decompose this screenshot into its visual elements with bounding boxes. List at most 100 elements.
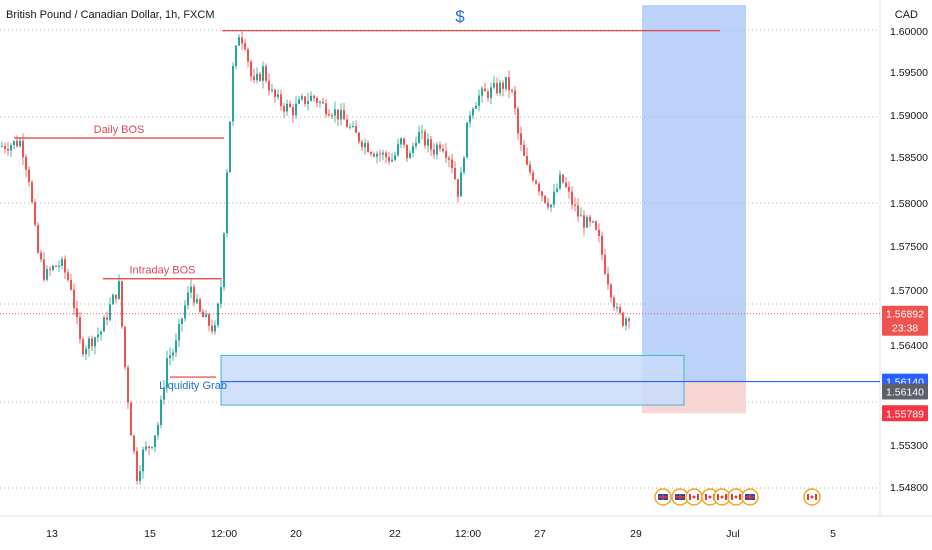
candle-body bbox=[37, 224, 39, 253]
price-badge-label: 1.55789 bbox=[886, 408, 924, 420]
candle-body bbox=[403, 138, 405, 145]
candle-body bbox=[58, 265, 60, 267]
candle-body bbox=[193, 286, 195, 303]
candle-body bbox=[235, 45, 237, 66]
candle-body bbox=[625, 318, 627, 326]
candle-body bbox=[232, 65, 234, 122]
candle-body bbox=[619, 307, 621, 313]
candle-body bbox=[145, 446, 147, 450]
candle-body bbox=[136, 451, 138, 482]
candle-body bbox=[484, 88, 486, 92]
candle-body bbox=[19, 140, 21, 147]
y-tick-label: 1.56400 bbox=[890, 340, 928, 352]
candle-body bbox=[328, 114, 330, 116]
candle-body bbox=[121, 281, 123, 327]
candle-body bbox=[76, 308, 78, 318]
x-tick-label: 12:00 bbox=[211, 528, 237, 540]
candle-body bbox=[361, 141, 363, 148]
candle-body bbox=[550, 204, 552, 208]
candle-body bbox=[223, 233, 225, 288]
candle-body bbox=[586, 216, 588, 228]
candle-body bbox=[4, 146, 6, 149]
candle-body bbox=[334, 109, 336, 116]
ca-flag-bar bbox=[731, 494, 733, 500]
candle-body bbox=[490, 87, 492, 98]
y-tick-label: 1.60000 bbox=[890, 26, 928, 38]
candle-body bbox=[160, 399, 162, 425]
candle-body bbox=[196, 299, 198, 303]
candle-body bbox=[424, 131, 426, 146]
candle-body bbox=[103, 317, 105, 332]
candle-body bbox=[628, 318, 630, 322]
candle-body bbox=[442, 148, 444, 152]
candle-body bbox=[610, 284, 612, 298]
candle-body bbox=[439, 144, 441, 149]
candle-body bbox=[94, 337, 96, 347]
candle-body bbox=[325, 103, 327, 115]
candle-body bbox=[298, 99, 300, 104]
candle-body bbox=[163, 387, 165, 400]
candle-body bbox=[505, 77, 507, 89]
candle-body bbox=[418, 131, 420, 143]
candle-body bbox=[526, 155, 528, 165]
candle-body bbox=[109, 304, 111, 320]
candle-body bbox=[349, 126, 351, 128]
candle-body bbox=[151, 447, 153, 449]
candle-body bbox=[331, 115, 333, 117]
candle-body bbox=[133, 435, 135, 452]
candle-body bbox=[460, 172, 462, 197]
candle-body bbox=[289, 103, 291, 108]
candle-body bbox=[382, 152, 384, 155]
candle-body bbox=[259, 73, 261, 81]
candle-body bbox=[556, 188, 558, 192]
ca-flag-leaf bbox=[810, 495, 814, 499]
level-label: Liquidity Grab bbox=[159, 380, 227, 392]
candle-body bbox=[52, 265, 54, 270]
candle-body bbox=[157, 424, 159, 436]
candle-body bbox=[511, 90, 513, 92]
candle-body bbox=[580, 215, 582, 217]
candle-body bbox=[148, 446, 150, 449]
candle-body bbox=[322, 101, 324, 104]
demand-zone bbox=[220, 354, 685, 406]
y-tick-label: 1.57000 bbox=[890, 285, 928, 297]
y-tick-label: 1.59500 bbox=[890, 67, 928, 79]
candle-body bbox=[40, 252, 42, 260]
candle-body bbox=[304, 96, 306, 104]
candle-body bbox=[352, 126, 354, 128]
candle-body bbox=[16, 140, 18, 147]
ca-flag-leaf bbox=[734, 495, 738, 499]
candle-body bbox=[79, 317, 81, 340]
candle-body bbox=[217, 303, 219, 326]
x-tick-label: 27 bbox=[534, 528, 546, 540]
candle-body bbox=[178, 323, 180, 341]
y-tick-label: 1.57500 bbox=[890, 241, 928, 253]
candle-body bbox=[262, 66, 264, 81]
candle-body bbox=[70, 279, 72, 290]
ca-flag-leaf bbox=[708, 495, 712, 499]
candle-body bbox=[292, 107, 294, 116]
ca-flag-bar bbox=[717, 494, 719, 500]
candle-body bbox=[445, 151, 447, 158]
price-badge bbox=[882, 305, 928, 336]
candle-body bbox=[565, 182, 567, 188]
candle-body bbox=[184, 305, 186, 319]
candle-body bbox=[472, 108, 474, 116]
candle-body bbox=[115, 294, 117, 299]
candle-body bbox=[613, 297, 615, 308]
candle-body bbox=[547, 202, 549, 208]
candle-body bbox=[139, 471, 141, 482]
candle-body bbox=[28, 169, 30, 183]
candle-body bbox=[589, 216, 591, 222]
candle-body bbox=[277, 94, 279, 98]
candle-body bbox=[268, 80, 270, 91]
y-tick-label: 1.55300 bbox=[890, 440, 928, 452]
candle-body bbox=[55, 265, 57, 267]
candle-body bbox=[574, 204, 576, 206]
candle-body bbox=[97, 334, 99, 338]
candle-body bbox=[13, 140, 15, 146]
candle-body bbox=[373, 153, 375, 157]
candle-body bbox=[376, 153, 378, 157]
y-tick-label: 1.58000 bbox=[890, 198, 928, 210]
